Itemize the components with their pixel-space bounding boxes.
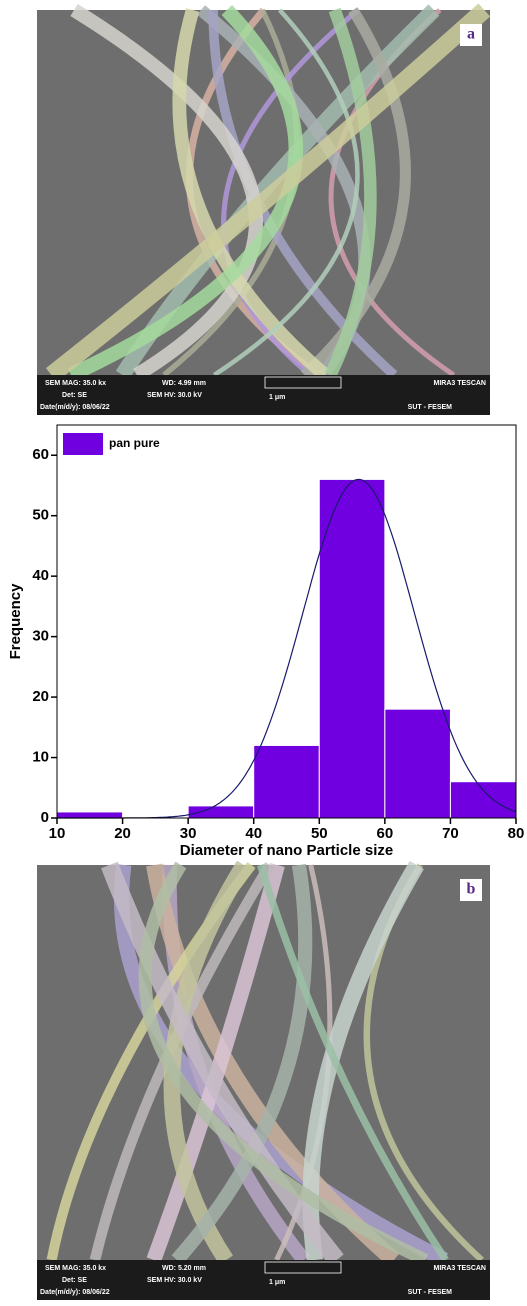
panel-label: a xyxy=(467,26,475,43)
x-tick-label: 70 xyxy=(442,825,459,842)
fiber xyxy=(257,863,449,1263)
info-text: Date(m/d/y): 08/06/22 xyxy=(40,1289,110,1296)
fiber xyxy=(89,862,275,1262)
x-tick-label: 50 xyxy=(311,825,328,842)
fiber xyxy=(67,5,303,382)
bar xyxy=(384,708,451,819)
label-box xyxy=(460,879,482,901)
info-text: WD: 4.99 mm xyxy=(162,380,206,387)
info-text: SEM MAG: 35.0 kx xyxy=(45,380,106,387)
y-tick-label: 40 xyxy=(32,567,49,584)
y-tick-label: 10 xyxy=(32,749,49,766)
info-text: 1 μm xyxy=(269,394,285,401)
x-tick-label: 40 xyxy=(245,825,262,842)
info-text: Det: SE xyxy=(62,1277,87,1284)
y-axis-label: Frequency xyxy=(7,583,24,660)
bar xyxy=(187,805,255,819)
y-tick-label: 60 xyxy=(32,446,49,463)
y-tick-label: 30 xyxy=(32,628,49,645)
x-tick-label: 10 xyxy=(49,825,66,842)
info-text: 1 μm xyxy=(269,1279,285,1286)
fiber xyxy=(113,863,449,1267)
panel-label: b xyxy=(467,881,476,898)
y-tick-label: 0 xyxy=(41,809,49,826)
fiber xyxy=(138,861,429,1266)
info-text: WD: 5.20 mm xyxy=(162,1265,206,1272)
info-text: Date(m/d/y): 08/06/22 xyxy=(40,404,110,411)
plot-frame xyxy=(56,424,517,819)
info-text: Det: SE xyxy=(62,392,87,399)
info-text: SEM HV: 30.0 kV xyxy=(147,1277,202,1284)
x-tick-label: 60 xyxy=(377,825,394,842)
info-bar xyxy=(37,375,490,415)
info-text: SUT - FESEM xyxy=(408,404,453,411)
bar xyxy=(253,744,320,819)
bar xyxy=(56,811,124,819)
y-tick-label: 20 xyxy=(32,688,49,705)
fiber xyxy=(172,8,330,381)
fiber xyxy=(302,860,424,1262)
fiber xyxy=(171,863,313,1265)
fiber xyxy=(45,3,491,382)
y-tick-label: 50 xyxy=(32,507,49,524)
info-text: SEM MAG: 35.0 kx xyxy=(45,1265,106,1272)
x-tick-label: 30 xyxy=(180,825,197,842)
fiber xyxy=(324,7,377,378)
x-tick-label: 20 xyxy=(114,825,131,842)
info-text: MIRA3 TESCAN xyxy=(433,1265,486,1272)
bar xyxy=(318,478,386,819)
scale-bar xyxy=(264,376,342,389)
x-axis-label: Diameter of nano Particle size xyxy=(180,842,393,859)
info-text: SEM HV: 30.0 kV xyxy=(147,392,202,399)
info-text: MIRA3 TESCAN xyxy=(433,380,486,387)
label-box xyxy=(460,24,482,46)
fiber xyxy=(101,861,344,1266)
x-tick-label: 80 xyxy=(508,825,525,842)
info-bar xyxy=(37,1260,490,1300)
fiber xyxy=(212,8,360,377)
bar xyxy=(449,781,517,819)
scale-bar xyxy=(264,1261,342,1274)
legend-label: pan pure xyxy=(109,436,160,450)
fiber xyxy=(221,8,360,377)
info-text: SUT - FESEM xyxy=(408,1289,453,1296)
legend-swatch xyxy=(63,433,103,455)
